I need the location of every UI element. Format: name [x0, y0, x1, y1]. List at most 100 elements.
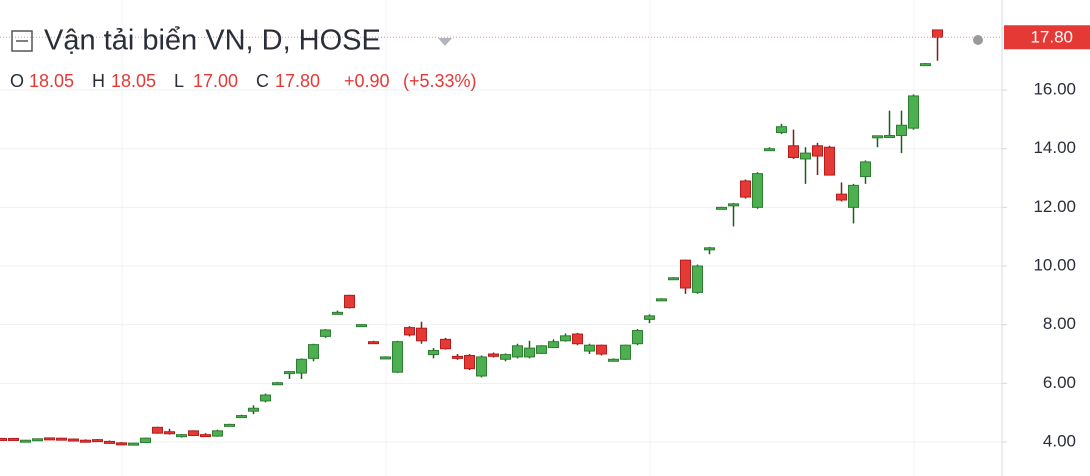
candle-body	[680, 259, 691, 289]
ohlc-key: C	[256, 71, 269, 91]
candle-body	[440, 338, 451, 350]
candle-body	[308, 344, 319, 359]
candle-body	[584, 344, 595, 352]
candle-body	[608, 358, 619, 362]
change: +0.90	[344, 71, 390, 91]
y-tick-label: 12.00	[1033, 197, 1076, 216]
ohlc-value: 18.05	[29, 71, 74, 91]
candle-body	[896, 124, 907, 136]
candle-body	[764, 148, 775, 152]
candle-body	[464, 354, 475, 370]
candle-body	[104, 440, 115, 444]
candle-body	[884, 134, 895, 138]
candle-body	[428, 349, 439, 356]
candle-body	[380, 356, 391, 360]
ohlc-key: O	[10, 71, 24, 91]
candle-body	[512, 345, 523, 358]
candle-body	[572, 333, 583, 345]
y-tick-label: 14.00	[1033, 138, 1076, 157]
candle-body	[320, 329, 331, 337]
candle-body	[860, 161, 871, 178]
candle-body	[824, 146, 835, 176]
candle-body	[524, 347, 535, 358]
candle-body	[740, 180, 751, 198]
candle-body	[596, 344, 607, 355]
candle-body	[800, 152, 811, 160]
candle-body	[488, 353, 499, 357]
candle-body	[620, 344, 631, 360]
status-dot	[973, 35, 983, 45]
chart-title: Vận tải biển VN, D, HOSE	[44, 25, 381, 57]
candle-body	[848, 184, 859, 208]
candle-body	[200, 434, 211, 438]
candle-body	[188, 430, 199, 437]
last-price-label: 17.80	[1030, 28, 1073, 47]
candle-body	[224, 423, 235, 427]
candle-body	[140, 437, 151, 444]
candle-body	[644, 315, 655, 320]
candle-body	[368, 341, 379, 345]
ohlc-value: 18.05	[111, 71, 156, 91]
candle-body	[932, 29, 943, 38]
candle-body	[452, 355, 463, 359]
candle-body	[344, 294, 355, 309]
candle-body	[476, 356, 487, 377]
candle-body	[128, 442, 139, 446]
ohlc-key: L	[174, 71, 184, 91]
candle-body	[716, 206, 727, 210]
candle-body	[908, 95, 919, 129]
y-tick-label: 16.00	[1033, 80, 1076, 99]
candle-body	[260, 394, 271, 402]
candle-body	[656, 298, 667, 302]
dropdown-arrow[interactable]	[438, 38, 452, 46]
candle-body	[236, 415, 247, 419]
candle-body	[8, 437, 19, 441]
last-price-box	[1004, 25, 1090, 50]
candle-body	[44, 437, 55, 441]
candle-body	[392, 341, 403, 373]
ohlc-value: 17.80	[275, 71, 320, 91]
candle-body	[68, 438, 79, 442]
candle-body	[272, 382, 283, 386]
candle-body	[872, 135, 883, 139]
candle-body	[332, 311, 343, 315]
y-tick-label: 4.00	[1043, 431, 1076, 450]
candle-body	[692, 265, 703, 293]
candle-body	[248, 407, 259, 412]
candle-body	[536, 345, 547, 354]
candle-body	[416, 327, 427, 342]
y-tick-label: 10.00	[1033, 255, 1076, 274]
candle-body	[560, 335, 571, 342]
candle-body	[56, 437, 67, 441]
change-percent: (+5.33%)	[403, 71, 477, 91]
candle-body	[404, 327, 415, 336]
candle-body	[164, 431, 175, 435]
candle-body	[20, 439, 31, 443]
candle-body	[284, 371, 295, 375]
candle-body	[116, 442, 127, 446]
candle-body	[80, 439, 91, 443]
candle-body	[704, 247, 715, 251]
candle-body	[812, 145, 823, 157]
candle-body	[356, 324, 367, 328]
candle-body	[176, 434, 187, 438]
ohlc-value: 17.00	[193, 71, 238, 91]
candle-body	[632, 330, 643, 345]
candle-body	[152, 426, 163, 434]
candle-body	[92, 439, 103, 443]
y-tick-label: 8.00	[1043, 314, 1076, 333]
candle-body	[212, 430, 223, 437]
candle-body	[920, 63, 931, 67]
candle-body	[836, 193, 847, 201]
candle-body	[728, 203, 739, 207]
candle-body	[668, 277, 679, 281]
candle-body	[296, 358, 307, 374]
candle-body	[32, 438, 43, 442]
candle-body	[548, 341, 559, 349]
ohlc-key: H	[92, 71, 105, 91]
collapse-icon[interactable]	[11, 30, 33, 52]
candle-body	[776, 126, 787, 134]
candle-body	[788, 145, 799, 158]
